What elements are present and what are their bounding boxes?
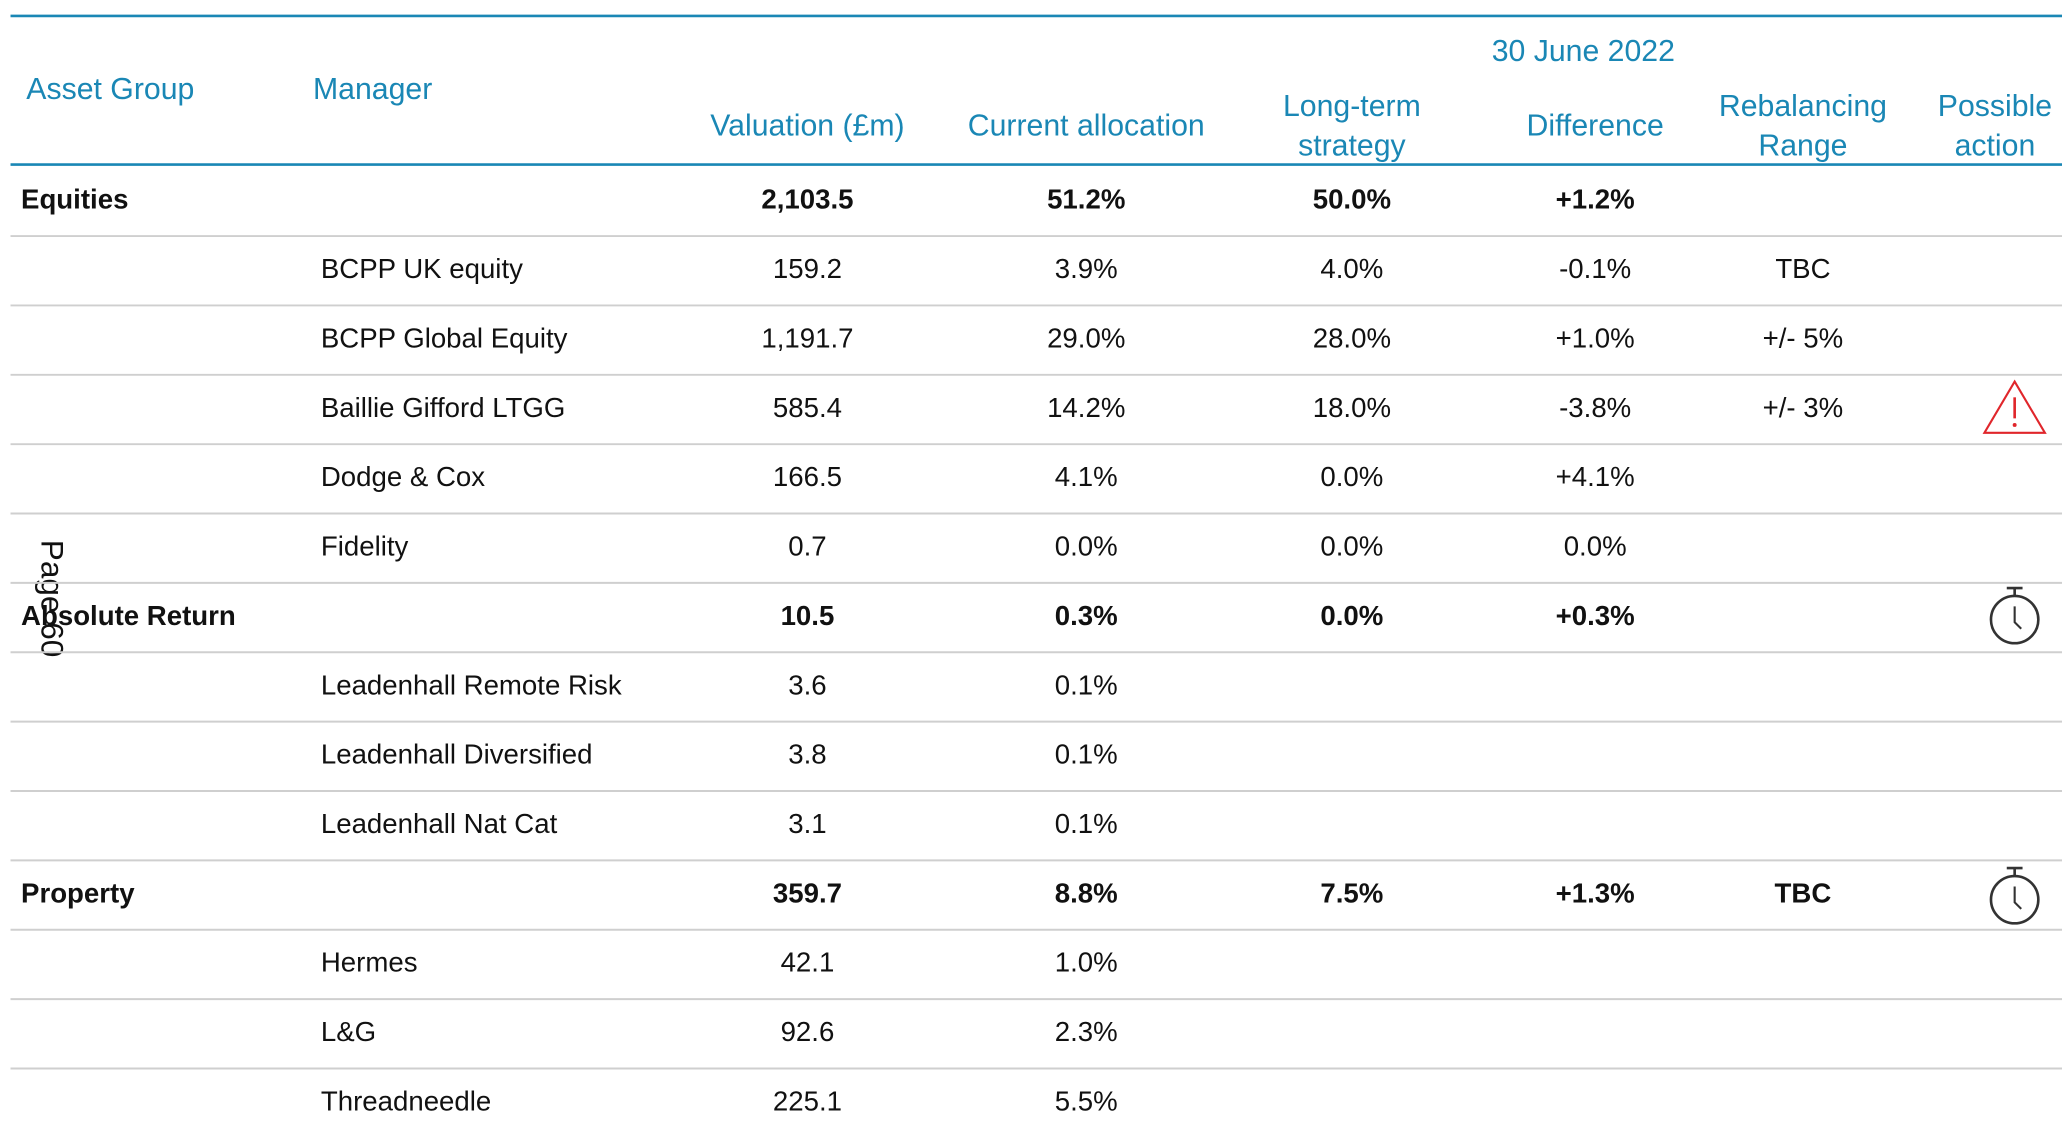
cell: 3.6 bbox=[788, 669, 826, 700]
cell: Fidelity bbox=[321, 531, 409, 562]
column-header: Current allocation bbox=[968, 110, 1205, 143]
cell: 3.9% bbox=[1055, 253, 1118, 284]
cell: 1.0% bbox=[1055, 947, 1118, 978]
column-header: Manager bbox=[313, 73, 432, 106]
cell: Threadneedle bbox=[321, 1085, 491, 1116]
cell: 4.1% bbox=[1055, 461, 1118, 492]
cell: -0.1% bbox=[1559, 253, 1631, 284]
cell: 28.0% bbox=[1313, 322, 1391, 353]
warning-icon bbox=[1982, 379, 2047, 434]
cell: 0.3% bbox=[1055, 600, 1118, 631]
cell: Leadenhall Diversified bbox=[321, 739, 593, 770]
cell: +1.3% bbox=[1556, 877, 1635, 908]
cell: 14.2% bbox=[1047, 392, 1125, 423]
page-label: Page 60 bbox=[35, 540, 71, 658]
cell: 92.6 bbox=[781, 1016, 835, 1047]
cell: 0.0% bbox=[1320, 531, 1383, 562]
cell: Hermes bbox=[321, 947, 418, 978]
stopwatch-icon bbox=[1989, 586, 2040, 645]
group-label: Property bbox=[21, 877, 135, 908]
cell: Dodge & Cox bbox=[321, 461, 485, 492]
cell: 0.0% bbox=[1320, 600, 1383, 631]
cell: 42.1 bbox=[781, 947, 835, 978]
cell: 0.1% bbox=[1055, 739, 1118, 770]
stopwatch-icon bbox=[1989, 866, 2040, 925]
header-date: 30 June 2022 bbox=[1492, 35, 1675, 68]
cell: +/- 5% bbox=[1763, 322, 1844, 353]
cell: 0.1% bbox=[1055, 669, 1118, 700]
cell: 225.1 bbox=[773, 1085, 842, 1116]
cell: 8.8% bbox=[1055, 877, 1118, 908]
cell: BCPP Global Equity bbox=[321, 322, 568, 353]
group-label: Absolute Return bbox=[21, 600, 236, 631]
group-label: Equities bbox=[21, 184, 128, 215]
cell: 51.2% bbox=[1047, 184, 1125, 215]
cell: BCPP UK equity bbox=[321, 253, 523, 284]
column-header: Difference bbox=[1527, 110, 1664, 143]
cell: 0.0% bbox=[1564, 531, 1627, 562]
column-header: Possible bbox=[1938, 90, 2052, 123]
cell: 359.7 bbox=[773, 877, 842, 908]
cell: Baillie Gifford LTGG bbox=[321, 392, 565, 423]
cell: +1.2% bbox=[1556, 184, 1635, 215]
cell: 0.7 bbox=[788, 531, 826, 562]
cell: 1,191.7 bbox=[761, 322, 853, 353]
cell: 5.5% bbox=[1055, 1085, 1118, 1116]
cell: Leadenhall Remote Risk bbox=[321, 669, 622, 700]
cell: 585.4 bbox=[773, 392, 842, 423]
cell: 0.0% bbox=[1320, 461, 1383, 492]
cell: TBC bbox=[1775, 877, 1832, 908]
cell: 2.3% bbox=[1055, 1016, 1118, 1047]
column-header: Valuation (£m) bbox=[710, 110, 904, 143]
cell: +1.0% bbox=[1556, 322, 1635, 353]
cell: 29.0% bbox=[1047, 322, 1125, 353]
cell: TBC bbox=[1775, 253, 1830, 284]
cell: +4.1% bbox=[1556, 461, 1635, 492]
cell: 4.0% bbox=[1320, 253, 1383, 284]
cell: +/- 3% bbox=[1763, 392, 1844, 423]
cell: 10.5 bbox=[781, 600, 835, 631]
cell: 3.1 bbox=[788, 808, 826, 839]
column-header: action bbox=[1955, 129, 2036, 162]
cell: 7.5% bbox=[1320, 877, 1383, 908]
cell: L&G bbox=[321, 1016, 376, 1047]
column-header: Rebalancing bbox=[1719, 90, 1887, 123]
cell: 3.8 bbox=[788, 739, 826, 770]
cell: +0.3% bbox=[1556, 600, 1635, 631]
column-header: Long-term bbox=[1283, 90, 1421, 123]
column-header: strategy bbox=[1298, 129, 1406, 162]
cell: 2,103.5 bbox=[761, 184, 853, 215]
column-header: Range bbox=[1758, 129, 1847, 162]
cell: 0.1% bbox=[1055, 808, 1118, 839]
cell: 166.5 bbox=[773, 461, 842, 492]
cell: 50.0% bbox=[1313, 184, 1391, 215]
cell: -3.8% bbox=[1559, 392, 1631, 423]
cell: 159.2 bbox=[773, 253, 842, 284]
column-header: Asset Group bbox=[26, 73, 194, 106]
cell: Leadenhall Nat Cat bbox=[321, 808, 558, 839]
cell: 18.0% bbox=[1313, 392, 1391, 423]
cell: 0.0% bbox=[1055, 531, 1118, 562]
